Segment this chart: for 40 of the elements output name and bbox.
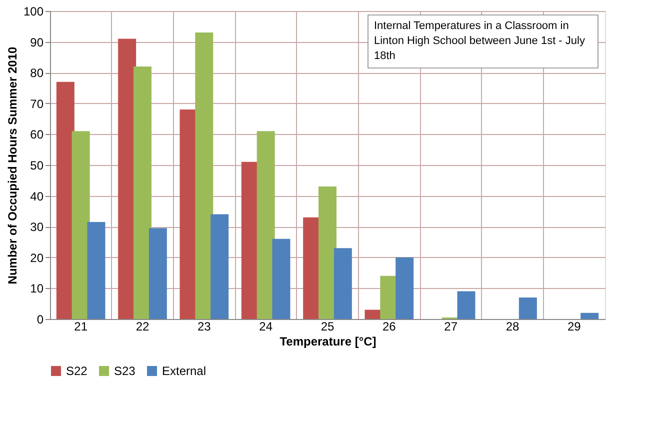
y-tick-label: 0 xyxy=(36,312,44,326)
bar xyxy=(72,131,90,319)
bar xyxy=(256,131,275,319)
x-tick-label: 21 xyxy=(74,320,88,334)
legend-label: External xyxy=(162,364,206,378)
bar xyxy=(134,66,152,319)
y-tick-label: 100 xyxy=(23,4,44,18)
y-tick-label: 10 xyxy=(30,282,44,296)
bar xyxy=(518,297,537,319)
y-tick-label: 50 xyxy=(30,158,44,172)
x-tick-label: 28 xyxy=(506,320,520,334)
x-tick-label: 26 xyxy=(382,320,396,334)
bar xyxy=(148,228,167,319)
y-tick-label: 40 xyxy=(30,189,44,204)
bar xyxy=(195,32,214,319)
y-tick-label: 20 xyxy=(30,250,44,265)
legend-label: S23 xyxy=(114,364,136,378)
x-tick-label: 29 xyxy=(567,320,582,334)
y-axis-title: Number of Occupied Hours Summer 2010 xyxy=(5,46,20,284)
annotation: Internal Temperatures in a Classroom in Linton High School between June 1st - July 18th xyxy=(374,20,586,62)
legend-label: S22 xyxy=(66,364,88,378)
x-tick-label: 23 xyxy=(197,320,212,334)
bar xyxy=(272,238,290,319)
bar xyxy=(334,248,352,319)
bar xyxy=(580,312,599,319)
x-tick-label: 25 xyxy=(320,320,334,334)
x-tick-label: 22 xyxy=(136,320,150,334)
x-axis-title: Temperature [°C] xyxy=(280,334,376,348)
x-tick-label: 27 xyxy=(444,320,458,334)
bar xyxy=(318,186,336,319)
y-tick-label: 80 xyxy=(30,66,44,80)
bar xyxy=(210,214,229,319)
y-tick-label: 30 xyxy=(30,220,44,234)
bar xyxy=(457,291,476,319)
y-tick-label: 60 xyxy=(30,128,44,142)
x-tick-label: 24 xyxy=(259,320,273,334)
y-tick-label: 90 xyxy=(30,35,44,50)
y-tick-label: 70 xyxy=(30,96,44,111)
bar xyxy=(396,257,414,319)
bar xyxy=(87,222,106,319)
